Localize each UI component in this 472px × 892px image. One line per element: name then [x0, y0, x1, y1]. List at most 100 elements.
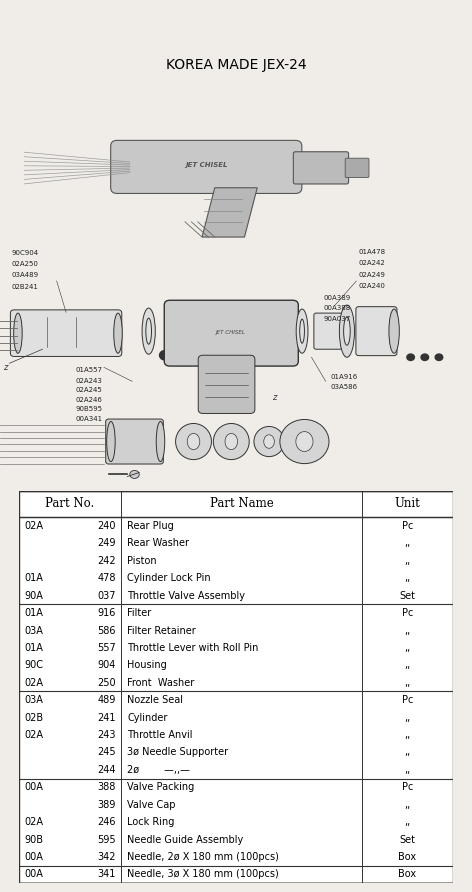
Text: ,,: ,,: [405, 800, 411, 810]
Text: 01A557: 01A557: [76, 368, 102, 373]
Text: 904: 904: [97, 660, 116, 671]
Text: 00A: 00A: [24, 852, 43, 862]
Text: 02A250: 02A250: [12, 261, 39, 267]
Text: ,,: ,,: [405, 660, 411, 671]
Text: Set: Set: [399, 591, 415, 600]
Polygon shape: [202, 188, 257, 237]
Text: Cylinder Lock Pin: Cylinder Lock Pin: [127, 574, 211, 583]
Text: 244: 244: [97, 764, 116, 775]
Text: 595: 595: [97, 835, 116, 845]
Ellipse shape: [296, 432, 313, 451]
Text: 242: 242: [97, 556, 116, 566]
Text: Rear Washer: Rear Washer: [127, 539, 189, 549]
Text: 02A249: 02A249: [359, 271, 386, 277]
Text: 3ø Needle Supporter: 3ø Needle Supporter: [127, 747, 228, 757]
Text: 01A: 01A: [24, 643, 43, 653]
Text: 01A: 01A: [24, 608, 43, 618]
Text: ,,: ,,: [405, 556, 411, 566]
Text: 00A341: 00A341: [76, 416, 102, 422]
Text: ,,: ,,: [405, 817, 411, 827]
Text: Housing: Housing: [127, 660, 167, 671]
Text: ,,: ,,: [405, 764, 411, 775]
Text: 341: 341: [97, 870, 116, 880]
Text: 01A: 01A: [24, 574, 43, 583]
Ellipse shape: [344, 318, 350, 345]
Ellipse shape: [213, 424, 249, 459]
Ellipse shape: [107, 422, 115, 462]
Text: Throttle Anvil: Throttle Anvil: [127, 730, 193, 740]
Text: JET CHISEL: JET CHISEL: [185, 162, 228, 168]
Text: 00A389: 00A389: [323, 295, 351, 301]
Text: 90B595: 90B595: [76, 407, 102, 412]
Text: ,,: ,,: [405, 678, 411, 688]
FancyBboxPatch shape: [10, 310, 122, 357]
Text: 246: 246: [97, 817, 116, 827]
Text: Valve Packing: Valve Packing: [127, 782, 194, 792]
Text: Filter Retainer: Filter Retainer: [127, 625, 196, 635]
Text: Box: Box: [398, 870, 417, 880]
FancyBboxPatch shape: [198, 355, 255, 414]
Circle shape: [407, 354, 414, 360]
Text: ,,: ,,: [405, 730, 411, 740]
Text: 02B: 02B: [24, 713, 43, 723]
Text: Needle, 2ø X 180 mm (100pcs): Needle, 2ø X 180 mm (100pcs): [127, 852, 279, 862]
FancyBboxPatch shape: [356, 307, 397, 356]
Text: 03A: 03A: [24, 625, 43, 635]
Text: 03A489: 03A489: [12, 272, 39, 278]
Text: 586: 586: [97, 625, 116, 635]
Text: Pc: Pc: [402, 521, 413, 531]
Text: 00A: 00A: [24, 782, 43, 792]
Text: Rear Plug: Rear Plug: [127, 521, 174, 531]
Text: Cylinder: Cylinder: [127, 713, 168, 723]
FancyBboxPatch shape: [106, 419, 163, 464]
Ellipse shape: [142, 308, 155, 354]
Text: 489: 489: [97, 695, 116, 706]
Circle shape: [421, 354, 429, 360]
Text: Needle Guide Assembly: Needle Guide Assembly: [127, 835, 244, 845]
Text: JET CHISEL: JET CHISEL: [216, 330, 246, 334]
Text: 241: 241: [97, 713, 116, 723]
FancyBboxPatch shape: [314, 313, 342, 350]
Ellipse shape: [176, 424, 211, 459]
Text: ,,: ,,: [405, 539, 411, 549]
Ellipse shape: [225, 434, 237, 450]
FancyBboxPatch shape: [111, 140, 302, 194]
Ellipse shape: [264, 434, 274, 449]
Text: Pc: Pc: [402, 608, 413, 618]
Text: 249: 249: [97, 539, 116, 549]
Text: 03A: 03A: [24, 695, 43, 706]
Text: Pc: Pc: [402, 695, 413, 706]
Text: 00A388: 00A388: [323, 305, 351, 311]
Text: 250: 250: [97, 678, 116, 688]
Circle shape: [160, 351, 171, 360]
Text: 01A478: 01A478: [359, 249, 386, 255]
Text: 00A: 00A: [24, 870, 43, 880]
Text: z: z: [2, 363, 7, 372]
FancyBboxPatch shape: [294, 152, 349, 184]
Text: Nozzle Seal: Nozzle Seal: [127, 695, 184, 706]
Text: 90C: 90C: [24, 660, 43, 671]
Ellipse shape: [14, 313, 22, 353]
Text: Pc: Pc: [402, 782, 413, 792]
Circle shape: [130, 470, 139, 478]
Ellipse shape: [146, 318, 152, 344]
Ellipse shape: [280, 419, 329, 464]
Text: 90A037: 90A037: [323, 316, 351, 322]
Text: 01A916: 01A916: [330, 375, 358, 380]
Text: 90C904: 90C904: [12, 250, 39, 256]
Text: 03A586: 03A586: [330, 384, 357, 391]
Ellipse shape: [254, 426, 284, 457]
Text: z: z: [271, 392, 276, 402]
Ellipse shape: [300, 319, 304, 343]
Ellipse shape: [296, 310, 308, 353]
Text: Filter: Filter: [127, 608, 152, 618]
Text: Piston: Piston: [127, 556, 157, 566]
Text: Set: Set: [399, 835, 415, 845]
Text: 2ø        —,,—: 2ø —,,—: [127, 764, 190, 775]
Text: Front  Washer: Front Washer: [127, 678, 194, 688]
Circle shape: [435, 354, 443, 360]
Text: 342: 342: [97, 852, 116, 862]
Text: ,,: ,,: [405, 713, 411, 723]
Text: 478: 478: [97, 574, 116, 583]
Text: 245: 245: [97, 747, 116, 757]
